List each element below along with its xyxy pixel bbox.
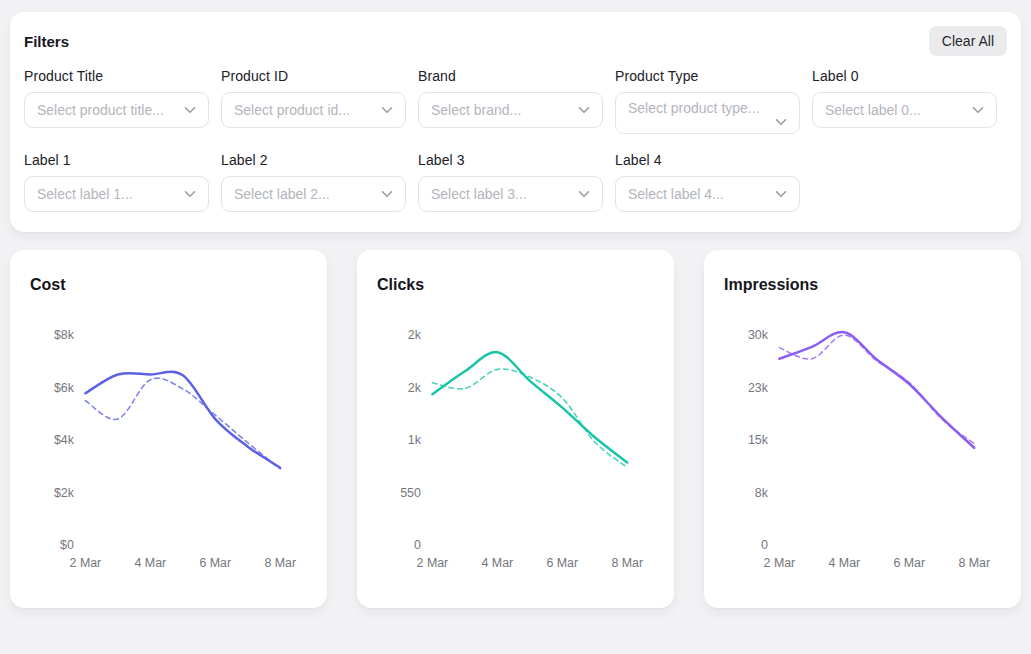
filter-select-label-1[interactable]: Select label 1... xyxy=(24,176,209,212)
filter-field-label-4: Label 4 Select label 4... xyxy=(615,152,800,212)
filter-select-product-id[interactable]: Select product id... xyxy=(221,92,406,128)
select-placeholder: Select label 1... xyxy=(37,186,178,202)
select-placeholder: Select product type... xyxy=(628,100,787,116)
x-axis-label: 4 Mar xyxy=(134,556,166,570)
y-axis-label: $6k xyxy=(54,381,75,395)
filter-field-label: Label 0 xyxy=(812,68,997,84)
x-axis-label: 4 Mar xyxy=(481,556,513,570)
y-axis-label: 0 xyxy=(761,538,768,552)
x-axis-label: 8 Mar xyxy=(958,556,990,570)
chevron-down-icon xyxy=(381,106,393,114)
chevron-down-icon xyxy=(184,106,196,114)
chart-title-clicks: Clicks xyxy=(377,276,654,294)
x-axis-label: 2 Mar xyxy=(764,556,796,570)
filter-field-label: Label 1 xyxy=(24,152,209,168)
chevron-down-icon xyxy=(184,190,196,198)
line-chart-impressions: 30k 23k 15k 8k 0 2 Mar 4 Mar 6 Mar 8 Mar xyxy=(724,314,1001,574)
x-axis-label: 6 Mar xyxy=(893,556,925,570)
filter-field-label: Product Title xyxy=(24,68,209,84)
x-axis-label: 6 Mar xyxy=(546,556,578,570)
y-axis-label: $0 xyxy=(60,538,74,552)
filter-field-label: Product Type xyxy=(615,68,800,84)
y-axis-label: 8k xyxy=(755,486,769,500)
series-line-current xyxy=(432,352,627,462)
y-axis-label: $4k xyxy=(54,433,75,447)
filter-field-label: Product ID xyxy=(221,68,406,84)
filters-header: Filters Clear All xyxy=(24,26,1007,56)
line-chart-clicks: 2k 2k 1k 550 0 2 Mar 4 Mar 6 Mar 8 Mar xyxy=(377,314,654,574)
filter-field-label: Brand xyxy=(418,68,603,84)
chart-title-impressions: Impressions xyxy=(724,276,1001,294)
x-axis-label: 4 Mar xyxy=(828,556,860,570)
line-chart-cost: $8k $6k $4k $2k $0 2 Mar 4 Mar 6 Mar 8 Mar xyxy=(30,314,307,574)
chevron-down-icon xyxy=(381,190,393,198)
filter-field-product-type: Product Type Select product type... xyxy=(615,68,800,134)
x-axis-label: 6 Mar xyxy=(199,556,231,570)
series-line-previous xyxy=(779,335,974,444)
chevron-down-icon xyxy=(972,106,984,114)
chevron-down-icon xyxy=(628,118,787,126)
filters-title: Filters xyxy=(24,33,69,50)
filter-field-label-2: Label 2 Select label 2... xyxy=(221,152,406,212)
filter-field-label-0: Label 0 Select label 0... xyxy=(812,68,997,128)
select-placeholder: Select brand... xyxy=(431,102,572,118)
filter-field-product-title: Product Title Select product title... xyxy=(24,68,209,128)
filter-field-label: Label 4 xyxy=(615,152,800,168)
series-line-previous xyxy=(432,369,627,467)
filter-field-label-1: Label 1 Select label 1... xyxy=(24,152,209,212)
filter-field-product-id: Product ID Select product id... xyxy=(221,68,406,128)
filter-select-label-3[interactable]: Select label 3... xyxy=(418,176,603,212)
filters-panel: Filters Clear All Product Title Select p… xyxy=(10,12,1021,232)
chevron-down-icon xyxy=(578,190,590,198)
x-axis-label: 8 Mar xyxy=(611,556,643,570)
y-axis-label: 1k xyxy=(408,433,422,447)
y-axis-label: 23k xyxy=(748,381,769,395)
chart-card-cost: Cost $8k $6k $4k $2k $0 2 Mar 4 Mar 6 Mar 8 Mar xyxy=(10,250,327,608)
y-axis-label: $8k xyxy=(54,328,75,342)
select-placeholder: Select label 3... xyxy=(431,186,572,202)
filter-select-product-type[interactable]: Select product type... xyxy=(615,92,800,134)
chart-title-cost: Cost xyxy=(30,276,307,294)
clear-all-button[interactable]: Clear All xyxy=(929,26,1007,56)
select-placeholder: Select product title... xyxy=(37,102,178,118)
chevron-down-icon xyxy=(775,190,787,198)
series-line-current xyxy=(779,332,974,448)
x-axis-label: 2 Mar xyxy=(70,556,102,570)
y-axis-label: $2k xyxy=(54,486,75,500)
select-placeholder: Select product id... xyxy=(234,102,375,118)
y-axis-label: 30k xyxy=(748,328,769,342)
series-line-previous xyxy=(85,378,280,469)
y-axis-label: 2k xyxy=(408,328,422,342)
filters-grid: Product Title Select product title... Pr… xyxy=(24,68,1007,212)
filter-select-label-0[interactable]: Select label 0... xyxy=(812,92,997,128)
y-axis-label: 2k xyxy=(408,381,422,395)
chart-card-impressions: Impressions 30k 23k 15k 8k 0 2 Mar 4 Mar 6 Mar 8… xyxy=(704,250,1021,608)
filter-select-label-4[interactable]: Select label 4... xyxy=(615,176,800,212)
filter-field-label: Label 2 xyxy=(221,152,406,168)
filter-field-label: Label 3 xyxy=(418,152,603,168)
x-axis-label: 2 Mar xyxy=(417,556,449,570)
charts-row: Cost $8k$6k$4k$2k$02 Mar4 Mar6 Mar8 Mar … xyxy=(10,250,1021,608)
filter-select-product-title[interactable]: Select product title... xyxy=(24,92,209,128)
x-axis-label: 8 Mar xyxy=(264,556,296,570)
select-placeholder: Select label 2... xyxy=(234,186,375,202)
y-axis-label: 550 xyxy=(400,486,421,500)
filter-select-brand[interactable]: Select brand... xyxy=(418,92,603,128)
y-axis-label: 15k xyxy=(748,433,769,447)
select-placeholder: Select label 0... xyxy=(825,102,966,118)
chart-card-clicks: Clicks 2k 2k 1k 550 0 2 Mar 4 Mar 6 Mar 8 Mar xyxy=(357,250,674,608)
y-axis-label: 0 xyxy=(414,538,421,552)
dashboard-page: Filters Clear All Product Title Select p… xyxy=(10,12,1021,608)
chevron-down-icon xyxy=(578,106,590,114)
filter-select-label-2[interactable]: Select label 2... xyxy=(221,176,406,212)
select-placeholder: Select label 4... xyxy=(628,186,769,202)
filter-field-label-3: Label 3 Select label 3... xyxy=(418,152,603,212)
filter-field-brand: Brand Select brand... xyxy=(418,68,603,128)
